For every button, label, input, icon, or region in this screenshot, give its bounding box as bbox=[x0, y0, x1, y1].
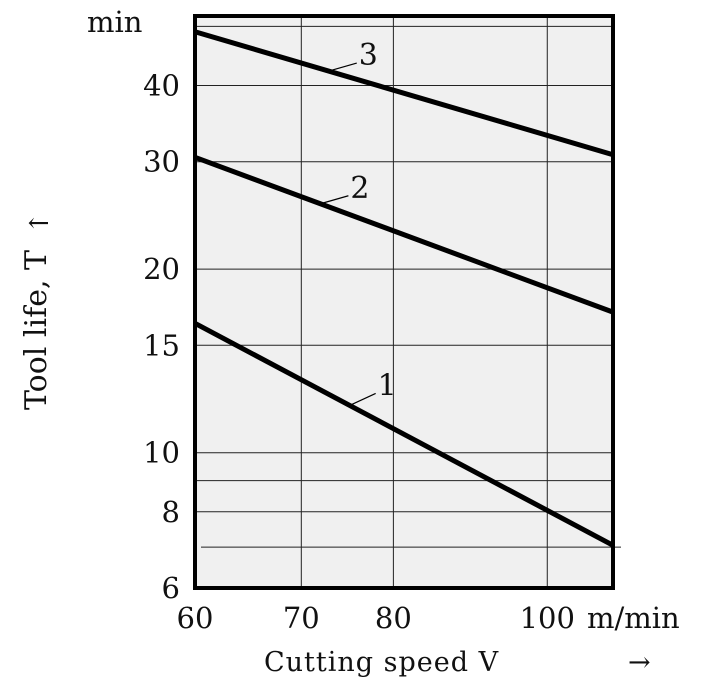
y-axis-arrow: ↑ bbox=[25, 212, 55, 234]
y-tick-label: 6 bbox=[162, 571, 180, 605]
plot-frame bbox=[193, 14, 615, 590]
tick-labels: 6 8 10 15 20 30 40 60 70 80 100 bbox=[143, 68, 575, 635]
x-tick-label: 80 bbox=[375, 601, 412, 635]
y-tick-label: 30 bbox=[143, 145, 180, 179]
x-tick-label: 100 bbox=[520, 601, 575, 635]
plot-background bbox=[195, 16, 613, 588]
series-label-3: 3 bbox=[359, 38, 378, 73]
grid bbox=[195, 16, 621, 588]
series-line-3 bbox=[194, 29, 614, 158]
series-lines: 1 2 3 bbox=[193, 29, 615, 548]
y-tick-label: 20 bbox=[143, 252, 180, 286]
y-tick-label: 10 bbox=[143, 436, 180, 470]
series-leader-2 bbox=[320, 195, 349, 205]
x-tick-label: 60 bbox=[177, 601, 214, 635]
x-tick-label: 70 bbox=[283, 601, 320, 635]
series-line-1 bbox=[193, 321, 615, 548]
series-label-1: 1 bbox=[378, 368, 397, 403]
y-axis-title: Tool life, T bbox=[19, 250, 54, 410]
x-axis-arrow: → bbox=[628, 647, 651, 678]
y-tick-label: 8 bbox=[162, 495, 180, 529]
y-unit-label: min bbox=[87, 5, 142, 39]
series-leader-3 bbox=[328, 62, 357, 72]
y-tick-label: 40 bbox=[143, 68, 180, 102]
y-axis-label: Tool life, T bbox=[19, 250, 54, 410]
x-unit-label: m/min bbox=[587, 601, 680, 635]
series-label-2: 2 bbox=[350, 171, 369, 206]
y-tick-label: 15 bbox=[143, 328, 180, 362]
series-line-2 bbox=[194, 154, 614, 315]
series-leader-1 bbox=[349, 392, 376, 406]
x-axis-label: Cutting speed V bbox=[264, 647, 499, 678]
